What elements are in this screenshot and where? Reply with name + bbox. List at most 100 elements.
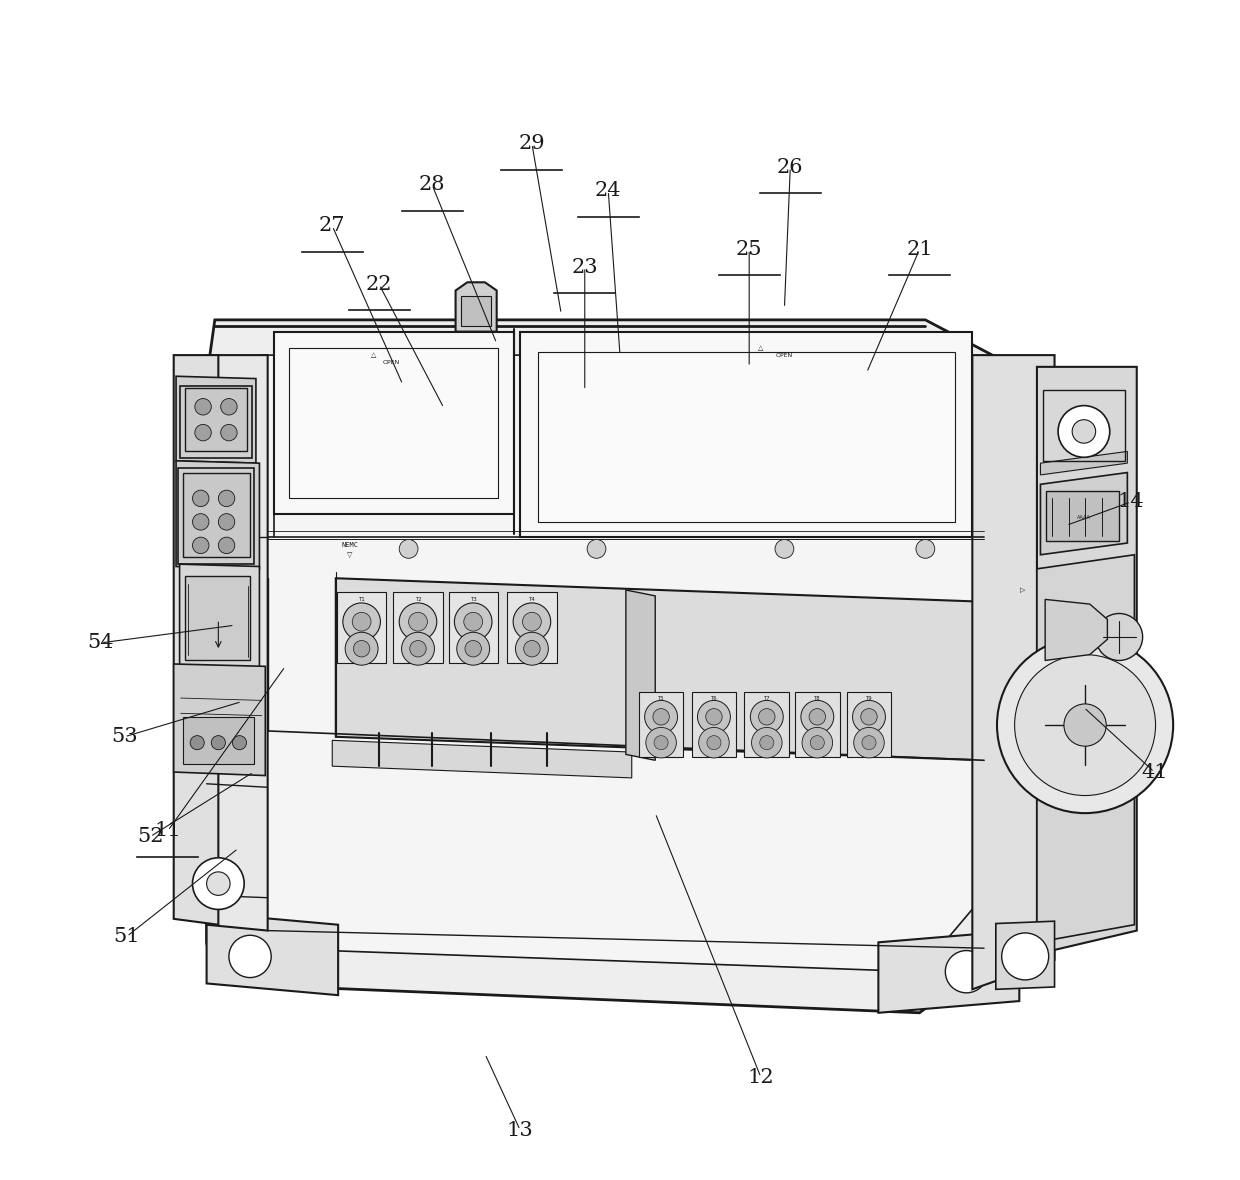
Circle shape (192, 513, 210, 530)
Text: 53: 53 (112, 727, 138, 746)
Bar (1047, 491, 1120, 540)
Circle shape (190, 735, 205, 749)
Text: T6: T6 (711, 695, 717, 701)
Circle shape (751, 727, 782, 758)
Circle shape (465, 641, 481, 657)
Text: 54: 54 (88, 634, 114, 653)
Polygon shape (255, 355, 985, 971)
Polygon shape (972, 355, 1054, 989)
Circle shape (192, 537, 210, 553)
Text: 22: 22 (366, 275, 393, 294)
Circle shape (402, 632, 434, 666)
Polygon shape (455, 282, 497, 332)
Circle shape (221, 425, 237, 441)
Bar (289, 348, 497, 498)
Bar (179, 467, 253, 564)
Text: ▷: ▷ (1021, 586, 1025, 594)
Circle shape (653, 735, 668, 749)
Text: T1: T1 (358, 597, 365, 602)
Circle shape (997, 637, 1173, 813)
Bar (184, 716, 253, 763)
Circle shape (229, 936, 272, 977)
Circle shape (218, 537, 234, 553)
Polygon shape (626, 590, 655, 760)
Circle shape (513, 603, 551, 641)
Polygon shape (996, 922, 1054, 989)
Bar (538, 352, 955, 522)
Circle shape (342, 603, 381, 641)
Circle shape (221, 399, 237, 415)
Circle shape (399, 603, 436, 641)
Polygon shape (207, 913, 339, 995)
Circle shape (801, 701, 833, 733)
Bar (639, 693, 683, 756)
Circle shape (464, 612, 482, 631)
Circle shape (945, 951, 987, 992)
Text: 29: 29 (518, 135, 546, 153)
Circle shape (352, 612, 371, 631)
Bar (184, 472, 250, 557)
Text: NEMC: NEMC (341, 543, 358, 549)
Polygon shape (176, 461, 259, 569)
Polygon shape (180, 564, 259, 669)
Circle shape (1058, 406, 1110, 458)
Circle shape (645, 701, 677, 733)
Circle shape (706, 709, 722, 725)
Text: T3: T3 (470, 597, 476, 602)
Text: 13: 13 (507, 1121, 533, 1140)
Circle shape (456, 632, 490, 666)
Circle shape (232, 735, 247, 749)
Circle shape (653, 709, 670, 725)
Circle shape (698, 727, 729, 758)
Text: 21: 21 (906, 240, 932, 258)
Bar (449, 592, 497, 663)
Circle shape (810, 735, 825, 749)
Circle shape (646, 727, 676, 758)
Polygon shape (520, 332, 972, 537)
Bar (186, 576, 250, 661)
Circle shape (345, 632, 378, 666)
Bar (186, 388, 247, 452)
Text: T5: T5 (657, 695, 665, 701)
Polygon shape (174, 355, 218, 925)
Circle shape (409, 612, 428, 631)
Bar (337, 592, 387, 663)
Text: T7: T7 (764, 695, 770, 701)
Polygon shape (1037, 367, 1137, 955)
Text: 23: 23 (572, 257, 598, 276)
Bar (847, 693, 892, 756)
Text: T2: T2 (414, 597, 422, 602)
Polygon shape (207, 320, 1037, 1012)
Bar (507, 592, 557, 663)
Circle shape (523, 641, 541, 657)
Text: 14: 14 (1117, 492, 1145, 511)
Circle shape (192, 490, 210, 506)
Circle shape (1014, 655, 1156, 795)
Circle shape (1096, 614, 1142, 661)
Circle shape (853, 727, 884, 758)
Circle shape (522, 612, 542, 631)
Bar (180, 386, 253, 459)
Text: △: △ (758, 345, 764, 352)
Polygon shape (274, 332, 515, 513)
Text: T4: T4 (528, 597, 536, 602)
Bar (393, 592, 443, 663)
Circle shape (195, 425, 211, 441)
Circle shape (760, 735, 774, 749)
Text: 51: 51 (113, 927, 140, 946)
Circle shape (808, 709, 826, 725)
Bar (795, 693, 839, 756)
Circle shape (775, 539, 794, 558)
Text: OPEN: OPEN (776, 353, 794, 358)
Circle shape (1073, 420, 1096, 444)
Text: T9: T9 (866, 695, 872, 701)
Circle shape (750, 701, 784, 733)
Text: 28: 28 (419, 176, 445, 195)
Circle shape (916, 539, 935, 558)
Polygon shape (1040, 452, 1127, 474)
Circle shape (853, 701, 885, 733)
Text: 12: 12 (748, 1068, 774, 1087)
Polygon shape (1040, 472, 1127, 555)
Text: ▽: ▽ (347, 552, 352, 558)
Circle shape (192, 858, 244, 910)
